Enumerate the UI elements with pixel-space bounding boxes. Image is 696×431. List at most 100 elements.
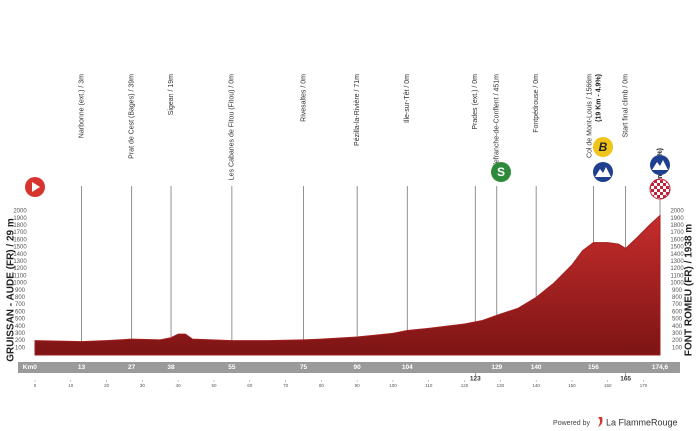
- y-tick-label: 900: [15, 288, 26, 294]
- x-tick-label: 38: [167, 364, 175, 371]
- x-tick-label: 90: [354, 364, 362, 371]
- y-tick-label-right: 1600: [670, 237, 684, 243]
- y-tick-label-right: 1800: [670, 223, 684, 229]
- finish-label: FONT ROMEU (FR) / 1938 m: [684, 224, 695, 356]
- x-axis-label: Km: [23, 364, 34, 371]
- y-tick-label-right: 100: [672, 345, 683, 351]
- y-tick-label-right: 800: [672, 295, 683, 301]
- minor-tick-label: 30: [140, 383, 146, 388]
- climb-icon: [593, 162, 613, 182]
- y-tick-label-right: 2000: [670, 209, 684, 215]
- x-tick-label: 13: [78, 364, 86, 371]
- x-tick-label: 27: [128, 364, 136, 371]
- y-tick-label-right: 500: [672, 317, 683, 323]
- svg-text:B: B: [599, 140, 608, 154]
- y-tick-label-right: 200: [672, 338, 683, 344]
- x-tick-label: 140: [531, 364, 542, 371]
- minor-tick-label: 100: [389, 383, 397, 388]
- minor-tick-label: 160: [604, 383, 612, 388]
- climb-icon: [650, 155, 670, 175]
- x-tick-label: 55: [228, 364, 236, 371]
- waypoint-label: Prades (ext.) / 0m: [472, 74, 479, 130]
- x-tick-label: 174,6: [652, 364, 669, 371]
- waypoint-label: Narbonne (ext.) / 3m: [78, 74, 85, 138]
- minor-tick-label: 90: [355, 383, 361, 388]
- y-tick-label-right: 700: [672, 302, 683, 308]
- y-tick-label: 700: [15, 302, 26, 308]
- start-icon: [25, 177, 45, 197]
- y-tick-label: 1800: [13, 223, 27, 229]
- y-tick-label: 200: [15, 338, 26, 344]
- y-tick-label: 1900: [13, 216, 27, 222]
- y-tick-label: 1300: [13, 259, 27, 265]
- x-tick-label: 165: [620, 376, 631, 383]
- waypoint-note: (19 Km - 4.9%): [595, 74, 602, 122]
- minor-tick-label: 150: [568, 383, 576, 388]
- y-tick-label: 1200: [13, 266, 27, 272]
- finish-icon: [649, 178, 671, 200]
- waypoint-label: Les Cabanes de Fitou (Fitou) / 0m: [229, 74, 236, 180]
- minor-tick-label: 110: [425, 383, 433, 388]
- minor-tick-label: 80: [319, 383, 325, 388]
- x-tick-label: 123: [470, 376, 481, 383]
- y-tick-label: 800: [15, 295, 26, 301]
- waypoint-label: Fontpédrouse / 0m: [533, 74, 540, 133]
- waypoint-label: Ille-sur-Têt / 0m: [404, 74, 411, 123]
- minor-tick-label: 130: [497, 383, 505, 388]
- y-tick-label-right: 1700: [670, 230, 684, 236]
- x-tick-label: 129: [491, 364, 502, 371]
- svg-text:S: S: [497, 165, 505, 179]
- waypoint-label: Start final climb / 0m: [622, 74, 629, 138]
- waypoint-label: Pézilla-la-Rivière / 71m: [354, 74, 361, 146]
- y-tick-label-right: 900: [672, 288, 683, 294]
- y-tick-label: 2000: [13, 209, 27, 215]
- x-tick-label: 0: [33, 364, 37, 371]
- minor-tick-label: 20: [104, 383, 110, 388]
- minor-tick-label: 70: [283, 383, 289, 388]
- y-tick-label: 1100: [14, 273, 28, 279]
- y-tick-label: 1700: [13, 230, 27, 236]
- y-tick-label-right: 1200: [670, 266, 684, 272]
- waypoint-label: Villefranche-de-Conflent / 451m: [494, 74, 501, 172]
- y-tick-label-right: 1300: [670, 259, 684, 265]
- minor-tick-label: 40: [176, 383, 182, 388]
- minor-tick-label: 0: [34, 383, 37, 388]
- x-tick-label: 156: [588, 364, 599, 371]
- minor-tick-label: 60: [247, 383, 253, 388]
- sprint-icon: S: [491, 162, 511, 182]
- minor-tick-label: 10: [68, 383, 74, 388]
- y-tick-label-right: 1500: [670, 245, 684, 251]
- y-tick-label: 1600: [13, 237, 27, 243]
- minor-tick-label: 120: [461, 383, 469, 388]
- km-bar: [18, 362, 680, 373]
- minor-tick-label: 50: [211, 383, 217, 388]
- waypoint-label: Rivesaltes / 0m: [300, 74, 307, 122]
- y-tick-label-right: 1100: [671, 273, 685, 279]
- y-tick-label: 300: [15, 331, 26, 337]
- start-label: GRUISSAN - AUDE (FR) / 29 m: [6, 218, 17, 362]
- y-tick-label: 600: [15, 309, 26, 315]
- footer-brand: La FlammeRouge: [606, 417, 678, 427]
- waypoint-label: Prat de Cest (Bages) / 39m: [128, 74, 135, 159]
- y-tick-label: 500: [15, 317, 26, 323]
- y-tick-label-right: 600: [672, 309, 683, 315]
- minor-tick-label: 170: [640, 383, 648, 388]
- waypoint-label: Sigean / 19m: [168, 74, 175, 115]
- y-tick-label-right: 400: [672, 324, 683, 330]
- x-tick-label: 75: [300, 364, 308, 371]
- y-tick-label-right: 1000: [670, 281, 684, 287]
- elevation-area: [34, 214, 661, 356]
- footer-logo: [598, 417, 603, 427]
- x-tick-label: 104: [402, 364, 413, 371]
- y-tick-label: 1500: [13, 245, 27, 251]
- y-tick-label: 1000: [13, 281, 27, 287]
- y-tick-label: 100: [15, 345, 26, 351]
- footer-prefix: Powered by: [553, 420, 590, 427]
- y-tick-label: 1400: [13, 252, 27, 258]
- bonus-icon: B: [593, 137, 613, 157]
- minor-tick-label: 140: [532, 383, 540, 388]
- waypoint-label: Col de Mont-Louis / 1566m: [586, 74, 593, 158]
- y-tick-label-right: 1400: [670, 252, 684, 258]
- y-tick-label: 400: [15, 324, 26, 330]
